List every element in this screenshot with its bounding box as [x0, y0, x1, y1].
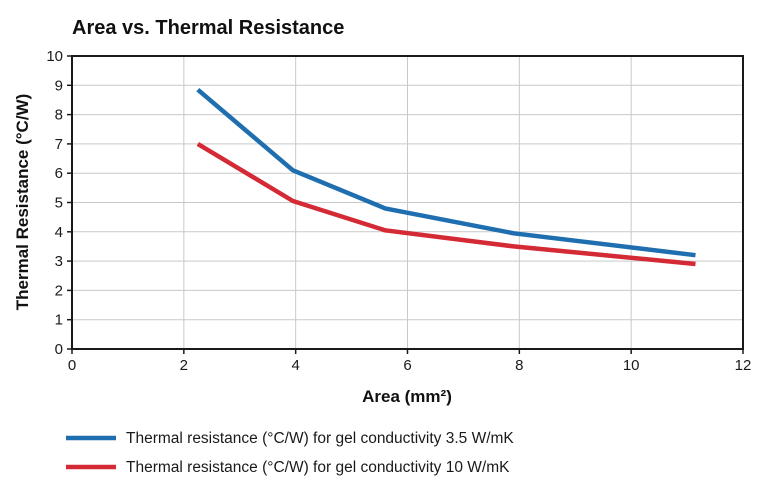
x-tick-label-3: 6: [403, 357, 411, 374]
x-tick-label-1: 2: [180, 357, 188, 374]
x-tick-label-5: 10: [623, 357, 640, 374]
y-tick-label-10: 10: [46, 48, 63, 65]
y-tick-label-8: 8: [55, 107, 63, 124]
y-tick-label-3: 3: [55, 253, 63, 270]
y-tick-label-5: 5: [55, 195, 63, 212]
x-tick-label-2: 4: [291, 357, 299, 374]
y-tick-label-0: 0: [55, 341, 63, 358]
y-tick-label-9: 9: [55, 77, 63, 94]
x-tick-label-0: 0: [68, 357, 76, 374]
series-lines: [196, 87, 696, 267]
y-axis-label: Thermal Resistance (°C/W): [13, 94, 32, 311]
y-tick-label-6: 6: [55, 165, 63, 182]
y-tick-label-4: 4: [55, 224, 63, 241]
y-tick-label-1: 1: [55, 312, 63, 329]
y-tick-label-7: 7: [55, 136, 63, 153]
x-axis-ticks: 0 2 4 6 8 10 12: [68, 349, 752, 374]
x-tick-label-4: 8: [515, 357, 523, 374]
x-tick-label-6: 12: [735, 357, 752, 374]
x-axis-label: Area (mm²): [362, 387, 452, 406]
chart-grid: [71, 55, 744, 350]
legend: Thermal resistance (°C/W) for gel conduc…: [66, 430, 514, 476]
series-line-2: [196, 141, 696, 267]
legend-label-1: Thermal resistance (°C/W) for gel conduc…: [126, 430, 514, 447]
y-axis-ticks: 0 1 2 3 4 5 6 7 8 9 10: [46, 48, 72, 358]
legend-label-2: Thermal resistance (°C/W) for gel conduc…: [126, 459, 510, 476]
y-tick-label-2: 2: [55, 282, 63, 299]
chart-title: Area vs. Thermal Resistance: [72, 17, 344, 39]
series-line-1: [196, 87, 696, 258]
